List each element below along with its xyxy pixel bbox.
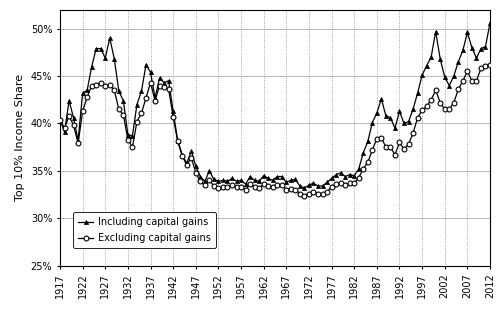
Including capital gains <box>242 182 248 186</box>
Excluding capital gains <box>456 87 462 91</box>
Including capital gains <box>302 186 308 190</box>
Excluding capital gains <box>242 188 248 192</box>
Excluding capital gains <box>179 154 185 158</box>
Excluding capital gains <box>116 107 122 111</box>
Including capital gains <box>274 175 280 179</box>
Including capital gains <box>57 118 63 122</box>
Including capital gains <box>116 89 122 93</box>
Line: Including capital gains: Including capital gains <box>58 21 492 190</box>
Y-axis label: Top 10% Income Share: Top 10% Income Share <box>15 74 25 201</box>
Including capital gains <box>456 60 462 64</box>
Including capital gains <box>487 21 493 25</box>
Including capital gains <box>179 153 185 157</box>
Line: Excluding capital gains: Excluding capital gains <box>58 62 492 198</box>
Excluding capital gains <box>57 118 63 122</box>
Excluding capital gains <box>274 183 280 187</box>
Including capital gains <box>288 179 294 182</box>
Excluding capital gains <box>487 63 493 67</box>
Excluding capital gains <box>288 187 294 191</box>
Excluding capital gains <box>302 193 308 197</box>
Legend: Including capital gains, Excluding capital gains: Including capital gains, Excluding capit… <box>74 213 216 248</box>
